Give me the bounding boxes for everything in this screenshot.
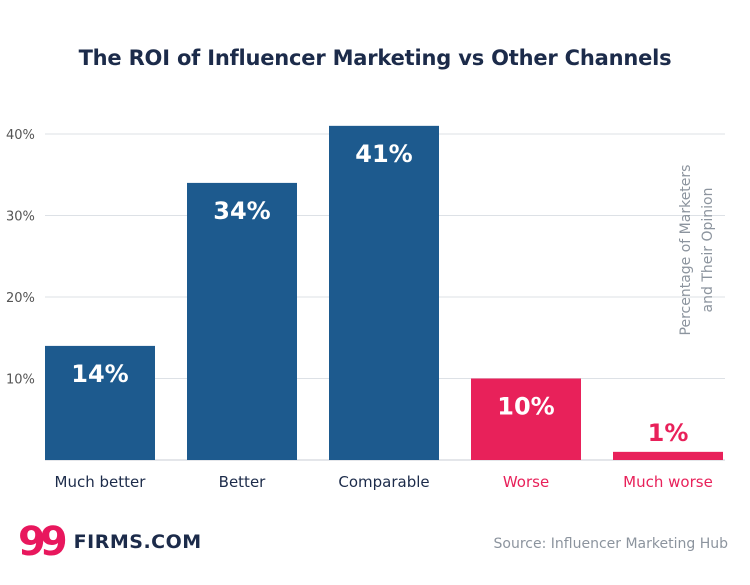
data-label: 10% <box>497 393 554 421</box>
data-label: 34% <box>213 197 270 225</box>
axis-title-line: and Their Opinion <box>700 188 716 313</box>
y-tick-label: 40% <box>6 128 35 143</box>
data-label: 14% <box>71 360 128 388</box>
logo-mark: 99 <box>18 519 68 565</box>
source-note: Source: Influencer Marketing Hub <box>493 536 728 552</box>
category-label: Much worse <box>623 473 713 491</box>
logo: 99 FIRMS.COM <box>18 520 202 564</box>
data-label: 1% <box>648 419 689 447</box>
bar <box>613 451 723 460</box>
y-tick-label: 20% <box>6 291 35 306</box>
bar <box>187 182 297 460</box>
bar <box>329 125 439 460</box>
bar <box>45 345 155 460</box>
category-label: Better <box>219 473 267 491</box>
axis-title-line: Percentage of Marketers <box>678 165 694 336</box>
logo-text: FIRMS.COM <box>73 531 202 553</box>
y-tick-label: 30% <box>6 210 35 225</box>
category-label: Comparable <box>338 473 429 491</box>
bar <box>471 378 581 460</box>
data-label: 41% <box>355 140 412 168</box>
y-tick-label: 10% <box>6 373 35 388</box>
chart-title: The ROI of Influencer Marketing vs Other… <box>78 46 672 70</box>
category-label: Worse <box>503 473 549 491</box>
category-label: Much better <box>55 473 147 491</box>
